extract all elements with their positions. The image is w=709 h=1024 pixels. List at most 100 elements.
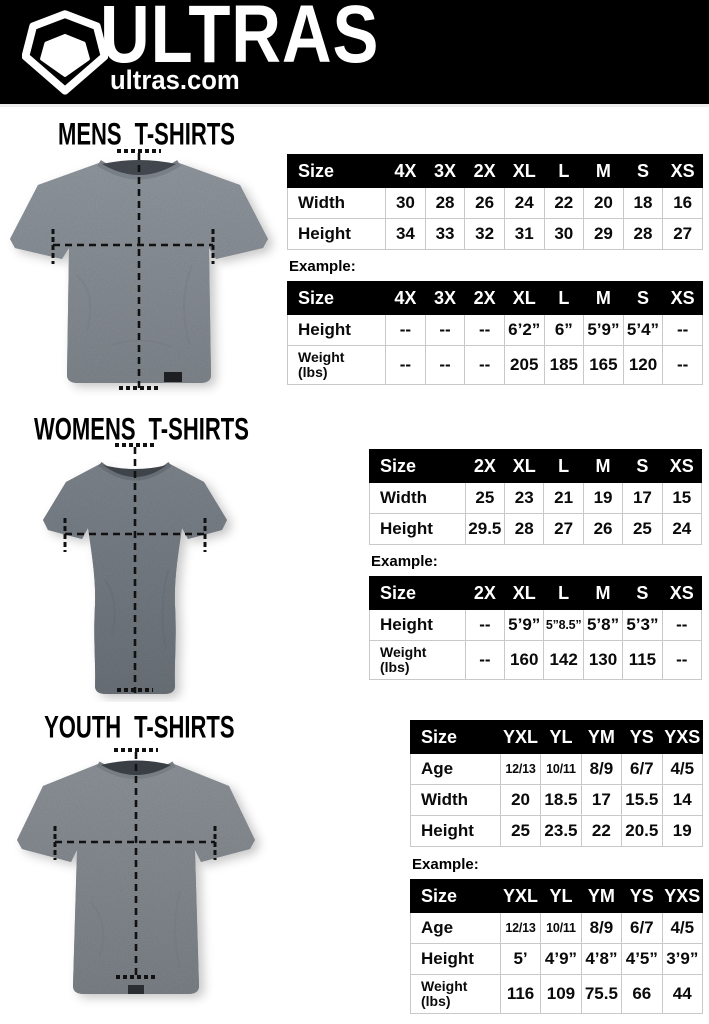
value-cell: 75.5 xyxy=(580,974,623,1014)
col-header-cell: YXL xyxy=(499,720,542,754)
table-header-row: Size YXL YL YM YS YXS xyxy=(410,720,704,754)
value-cell: -- xyxy=(464,640,506,680)
row-label-cell: Height xyxy=(286,218,387,250)
col-header-cell: Size xyxy=(286,154,387,188)
value-cell: 28 xyxy=(622,218,664,250)
value-cell: 6’2” xyxy=(503,314,545,346)
row-label-cell: Weight (lbs) xyxy=(410,974,501,1014)
value-cell: 66 xyxy=(621,974,663,1014)
col-header-cell: YXS xyxy=(661,879,704,913)
value-cell: -- xyxy=(662,345,703,385)
table-row: Weight (lbs) -- -- -- 205 185 165 120 -- xyxy=(286,345,703,385)
value-cell: 4/5 xyxy=(661,753,704,785)
row-label-cell: Age xyxy=(410,912,501,944)
womens-size-table: Size 2X XL L M S XS Width 25 23 21 19 17 15 Height 29.5… xyxy=(369,449,703,545)
col-header-cell: S xyxy=(622,576,663,610)
site-url: ultras.com xyxy=(110,65,240,95)
value-cell: 28 xyxy=(424,187,466,219)
value-cell: 25 xyxy=(622,513,663,545)
value-cell: 6/7 xyxy=(621,753,663,785)
value-cell: 14 xyxy=(661,784,704,816)
value-cell: 115 xyxy=(622,640,663,680)
col-header-cell: YXL xyxy=(499,879,542,913)
col-header-cell: 3X xyxy=(424,154,466,188)
value-cell: 25 xyxy=(499,815,542,847)
value-cell: -- xyxy=(464,345,505,385)
row-label-cell: Width xyxy=(369,482,466,514)
value-cell: -- xyxy=(661,640,703,680)
table-row: Width 20 18.5 17 15.5 14 xyxy=(410,784,704,816)
mens-tshirt-image xyxy=(10,149,268,391)
col-header-cell: S xyxy=(622,449,663,483)
mens-size-table-wrap: Size 4X 3X 2X XL L M S XS Width 30 28 26 24 22 20 18 16 He… xyxy=(286,154,703,250)
col-header-cell: XL xyxy=(503,154,545,188)
value-cell: 142 xyxy=(543,640,584,680)
col-header-cell: YM xyxy=(580,879,623,913)
col-header-cell: 2X xyxy=(464,576,506,610)
col-header-cell: S xyxy=(622,154,664,188)
row-label-cell: Height xyxy=(369,513,466,545)
value-cell: 4’8” xyxy=(580,943,623,975)
value-cell: 30 xyxy=(385,187,426,219)
value-cell: -- xyxy=(424,345,466,385)
col-header-cell: L xyxy=(543,154,585,188)
col-header-cell: M xyxy=(582,576,624,610)
col-header-cell: YS xyxy=(621,720,663,754)
value-cell: 19 xyxy=(661,815,704,847)
value-cell: 16 xyxy=(662,187,703,219)
womens-section-title: WOMENS T-SHIRTS xyxy=(33,412,249,448)
youth-size-table-wrap: Size YXL YL YM YS YXS Age 12/13 10/11 8/9 6/7 4/5 Wi… xyxy=(410,720,704,847)
table-header-row: Size 4X 3X 2X XL L M S XS xyxy=(286,154,703,188)
mens-section-title: MENS T-SHIRTS xyxy=(57,117,235,153)
col-header-cell: M xyxy=(582,449,624,483)
value-cell: 12/13 xyxy=(499,753,542,785)
womens-measure-lines xyxy=(63,443,207,693)
row-label-cell: Height xyxy=(369,609,466,641)
value-cell: -- xyxy=(385,314,426,346)
value-cell: 44 xyxy=(661,974,704,1014)
value-cell: 116 xyxy=(499,974,542,1014)
value-cell: 26 xyxy=(582,513,624,545)
value-cell: 30 xyxy=(543,218,585,250)
row-label-cell: Height xyxy=(410,943,501,975)
col-header-cell: S xyxy=(622,281,664,315)
col-header-cell: XL xyxy=(504,576,545,610)
col-header-cell: M xyxy=(583,154,624,188)
col-header-cell: 4X xyxy=(385,281,426,315)
value-cell: 27 xyxy=(662,218,703,250)
col-header-cell: 2X xyxy=(464,449,506,483)
value-cell: 21 xyxy=(543,482,584,514)
table-row: Height 29.5 28 27 26 25 24 xyxy=(369,513,703,545)
value-cell: 10/11 xyxy=(540,912,582,944)
col-header-cell: 3X xyxy=(424,281,466,315)
value-cell: 120 xyxy=(622,345,664,385)
value-cell: 28 xyxy=(504,513,545,545)
row-label-cell: Height xyxy=(286,314,387,346)
mens-example-label: Example: xyxy=(289,258,356,275)
table-row: Height 34 33 32 31 30 29 28 27 xyxy=(286,218,703,250)
col-header-cell: XS xyxy=(662,281,703,315)
value-cell: 24 xyxy=(503,187,545,219)
col-header-cell: M xyxy=(583,281,624,315)
table-header-row: Size 2X XL L M S XS xyxy=(369,576,703,610)
youth-section-title: YOUTH T-SHIRTS xyxy=(43,710,235,746)
youth-example-table: Size YXL YL YM YS YXS Age 12/13 10/11 8/9 6/7 4/5 He… xyxy=(410,879,704,1014)
value-cell: 109 xyxy=(540,974,582,1014)
value-cell: 15 xyxy=(661,482,703,514)
value-cell: 24 xyxy=(661,513,703,545)
value-cell: 10/11 xyxy=(540,753,582,785)
value-cell: 23.5 xyxy=(540,815,582,847)
womens-size-table-wrap: Size 2X XL L M S XS Width 25 23 21 19 17 15 Height 29.5… xyxy=(369,449,703,545)
mens-section-title-box: MENS T-SHIRTS xyxy=(0,117,292,153)
table-header-row: Size 4X 3X 2X XL L M S XS xyxy=(286,281,703,315)
col-header-cell: 2X xyxy=(464,154,505,188)
table-row: Width 30 28 26 24 22 20 18 16 xyxy=(286,187,703,219)
value-cell: 25 xyxy=(464,482,506,514)
value-cell: 5’ xyxy=(499,943,542,975)
value-cell: 23 xyxy=(504,482,545,514)
table-row: Height -- 5’9” 5”8.5” 5’8” 5’3” -- xyxy=(369,609,703,641)
value-cell: 17 xyxy=(580,784,623,816)
value-cell: -- xyxy=(464,314,505,346)
value-cell: -- xyxy=(662,314,703,346)
value-cell: 34 xyxy=(385,218,426,250)
